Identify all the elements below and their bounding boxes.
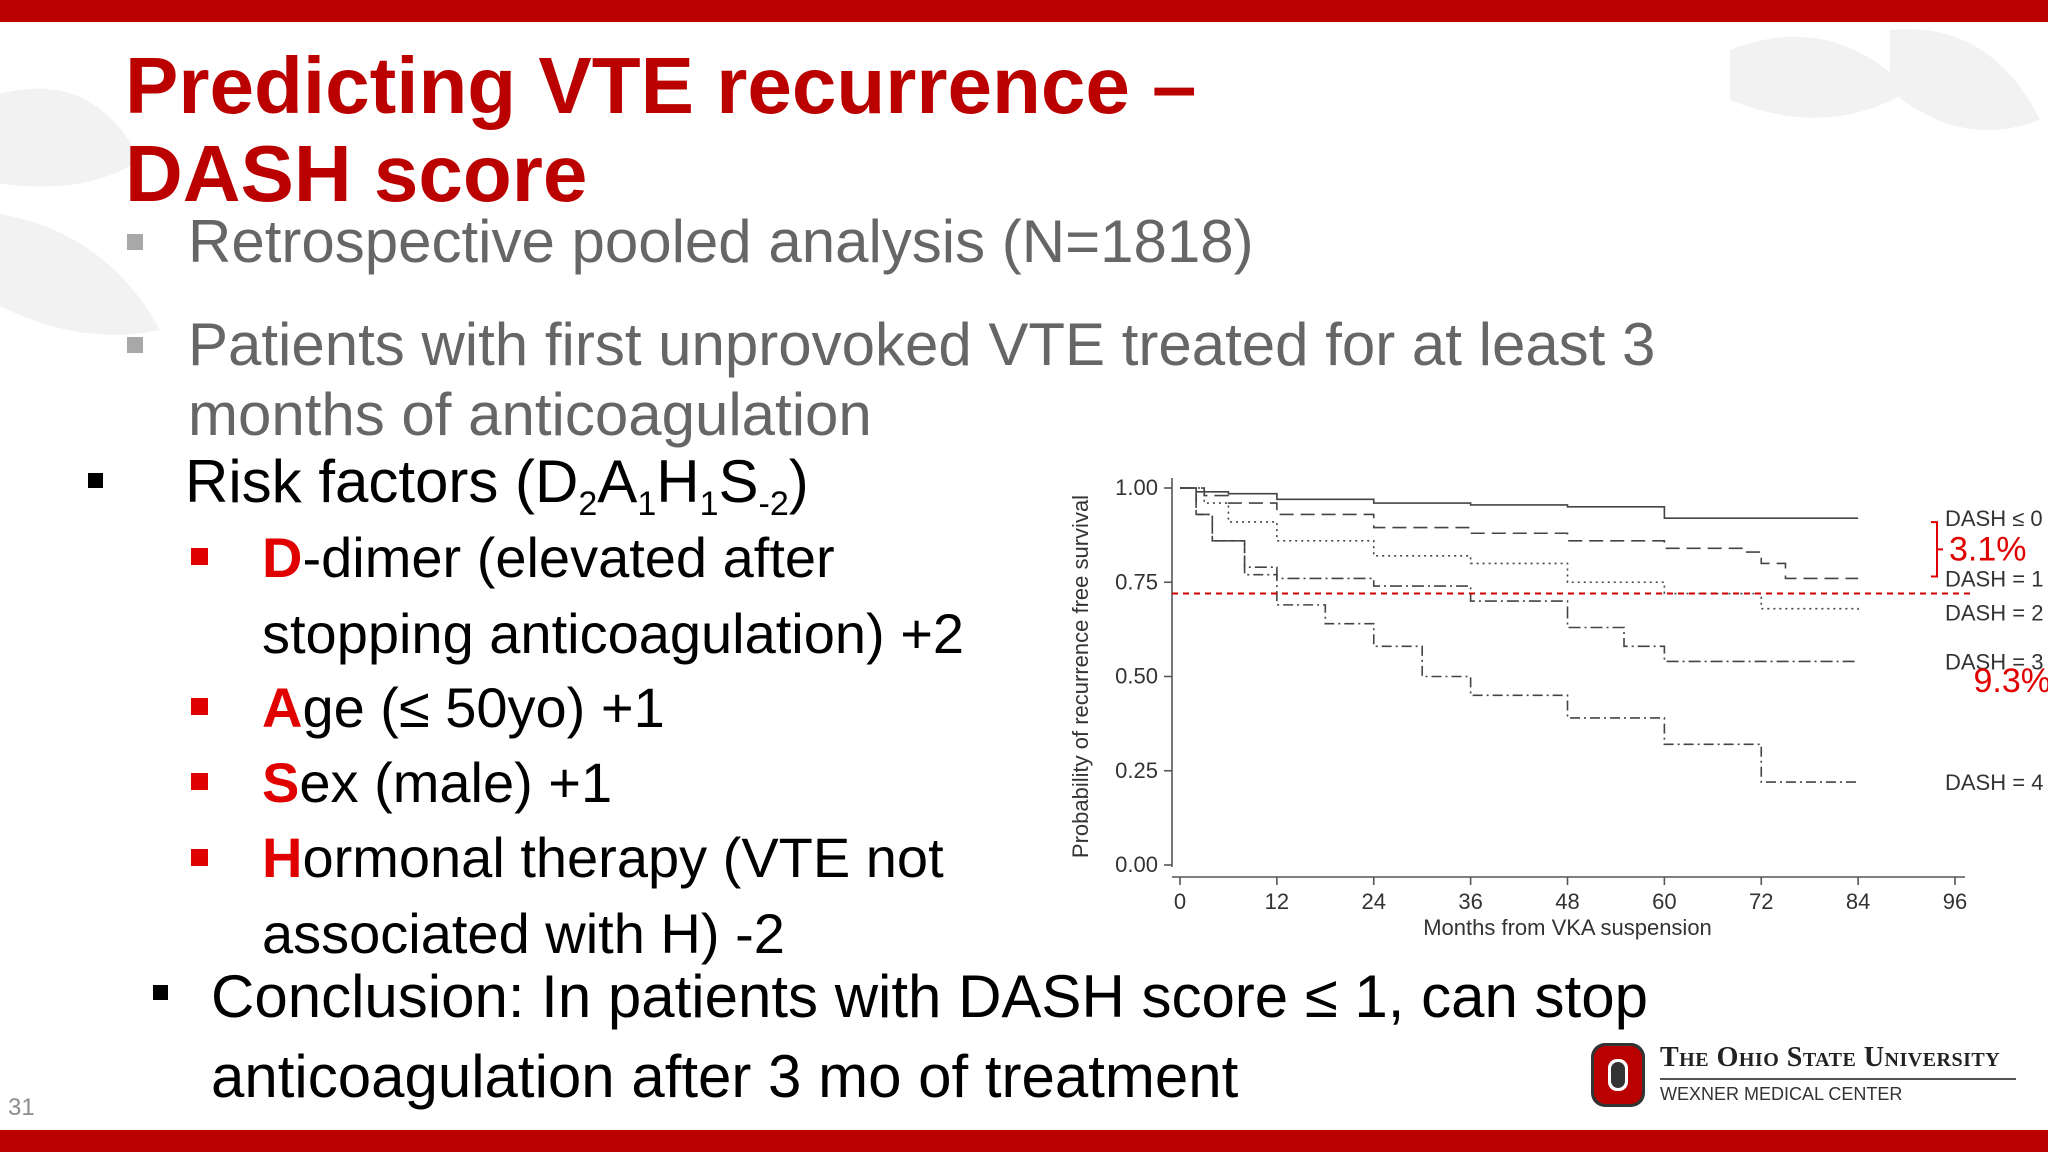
risk-factors-heading: Risk factors (D2A1H1S-2) [185, 447, 809, 539]
bullet-marker-hormonal [191, 849, 208, 866]
x-tick-label-5: 60 [1652, 889, 1676, 914]
risk-letter-a: A [597, 448, 638, 515]
series-line-4 [1180, 487, 1859, 783]
series-label-1: DASH = 1 [1945, 566, 2043, 591]
footer-rule [1660, 1078, 2016, 1080]
x-tick-label-3: 36 [1458, 889, 1482, 914]
osu-block-o-logo [1591, 1043, 1645, 1107]
x-tick-label-6: 72 [1749, 889, 1773, 914]
bullet-retrospective: Retrospective pooled analysis (N=1818) [188, 208, 1254, 275]
factor-hormonal-letter: H [262, 826, 303, 889]
x-tick-label-0: 0 [1174, 889, 1186, 914]
y-tick-label-3: 0.75 [1115, 569, 1158, 594]
y-tick-label-0: 0.00 [1115, 852, 1158, 877]
slide-number: 31 [8, 1094, 35, 1121]
bullet-marker-1 [127, 234, 143, 250]
factor-hormonal: Hormonal therapy (VTE not associated wit… [262, 820, 944, 972]
series-label-4: DASH = 4 [1945, 770, 2043, 795]
x-tick-label-2: 24 [1362, 889, 1386, 914]
factor-age-letter: A [262, 676, 303, 739]
slide-title-line2: DASH score [125, 129, 588, 218]
factor-ddimer-letter: D [262, 526, 303, 589]
footer-university-name: The Ohio State University [1660, 1042, 2001, 1073]
bullet-patients-line1: Patients with first unprovoked VTE treat… [188, 311, 1656, 378]
factor-age: Age (≤ 50yo) +1 [262, 670, 665, 746]
factor-ddimer: D-dimer (elevated after stopping anticoa… [262, 520, 964, 672]
series-line-1 [1180, 487, 1859, 580]
conclusion-line2: anticoagulation after 3 mo of treatment [211, 1043, 1239, 1110]
risk-sub-s: -2 [758, 485, 789, 523]
series-label-0: DASH ≤ 0 [1945, 506, 2043, 531]
x-tick-label-8: 96 [1943, 889, 1967, 914]
slide-title: Predicting VTE recurrence – DASH score [125, 42, 1197, 218]
top-brand-bar [0, 0, 2048, 22]
bullet-patients-line2: months of anticoagulation [188, 381, 872, 448]
factor-hormonal-text-line2: associated with H) -2 [262, 902, 785, 965]
factor-ddimer-text: -dimer (elevated after [302, 526, 835, 589]
risk-letter-h: H [656, 448, 700, 515]
risk-sub-d: 2 [578, 485, 598, 523]
series-line-0 [1180, 487, 1859, 519]
risk-sub-h: 1 [699, 485, 719, 523]
series-line-3 [1180, 487, 1859, 663]
bullet-marker-age [191, 698, 208, 715]
footer-medical-center: WEXNER MEDICAL CENTER [1660, 1084, 1903, 1104]
y-tick-label-2: 0.50 [1115, 664, 1158, 689]
risk-prefix: Risk factors (D [185, 448, 579, 515]
conclusion: Conclusion: In patients with DASH score … [211, 957, 1648, 1117]
risk-letter-s: S [718, 448, 759, 515]
bracket-3-1 [1931, 521, 1943, 578]
bullet-marker-sex [191, 773, 208, 790]
factor-sex-letter: S [262, 751, 300, 814]
slide-title-line1: Predicting VTE recurrence – [125, 41, 1197, 130]
factor-hormonal-text: ormonal therapy (VTE not [302, 826, 944, 889]
factor-sex-text: ex (male) +1 [299, 751, 613, 814]
bottom-brand-bar [0, 1130, 2048, 1152]
factor-age-text: ge (≤ 50yo) +1 [302, 676, 665, 739]
x-tick-label-7: 84 [1846, 889, 1870, 914]
factor-ddimer-text-line2: stopping anticoagulation) +2 [262, 602, 965, 665]
conclusion-line1: Conclusion: In patients with DASH score … [211, 963, 1648, 1030]
bullet-marker-2 [127, 337, 143, 353]
factor-sex: Sex (male) +1 [262, 745, 612, 821]
risk-sub-a: 1 [637, 485, 657, 523]
y-tick-label-1: 0.25 [1115, 758, 1158, 783]
y-tick-label-4: 1.00 [1115, 475, 1158, 500]
x-axis-title: Months from VKA suspension [1423, 915, 1712, 940]
kaplan-meier-chart: 0.00 0.25 0.50 0.75 1.00 0 12 24 36 48 60 72 84 96 Mon… [1068, 475, 2048, 940]
bullet-marker-conclusion [153, 985, 168, 1000]
x-tick-label-1: 12 [1265, 889, 1289, 914]
series-label-3: DASH = 3 [1945, 649, 2043, 674]
bullet-marker-risk [88, 473, 103, 488]
risk-suffix: ) [788, 448, 809, 515]
x-tick-label-4: 48 [1555, 889, 1579, 914]
bullet-marker-ddimer [191, 548, 208, 565]
annotation-9-3: 9.3% [1974, 662, 2048, 700]
series-label-2: DASH = 2 [1945, 600, 2043, 625]
bullet-patients: Patients with first unprovoked VTE treat… [188, 310, 1655, 450]
decorative-leaf-left [0, 88, 160, 335]
decorative-leaf-right [1730, 29, 2040, 130]
y-axis-title: Probability of recurrence free survival [1068, 495, 1093, 858]
annotation-3-1: 3.1% [1949, 530, 2027, 568]
